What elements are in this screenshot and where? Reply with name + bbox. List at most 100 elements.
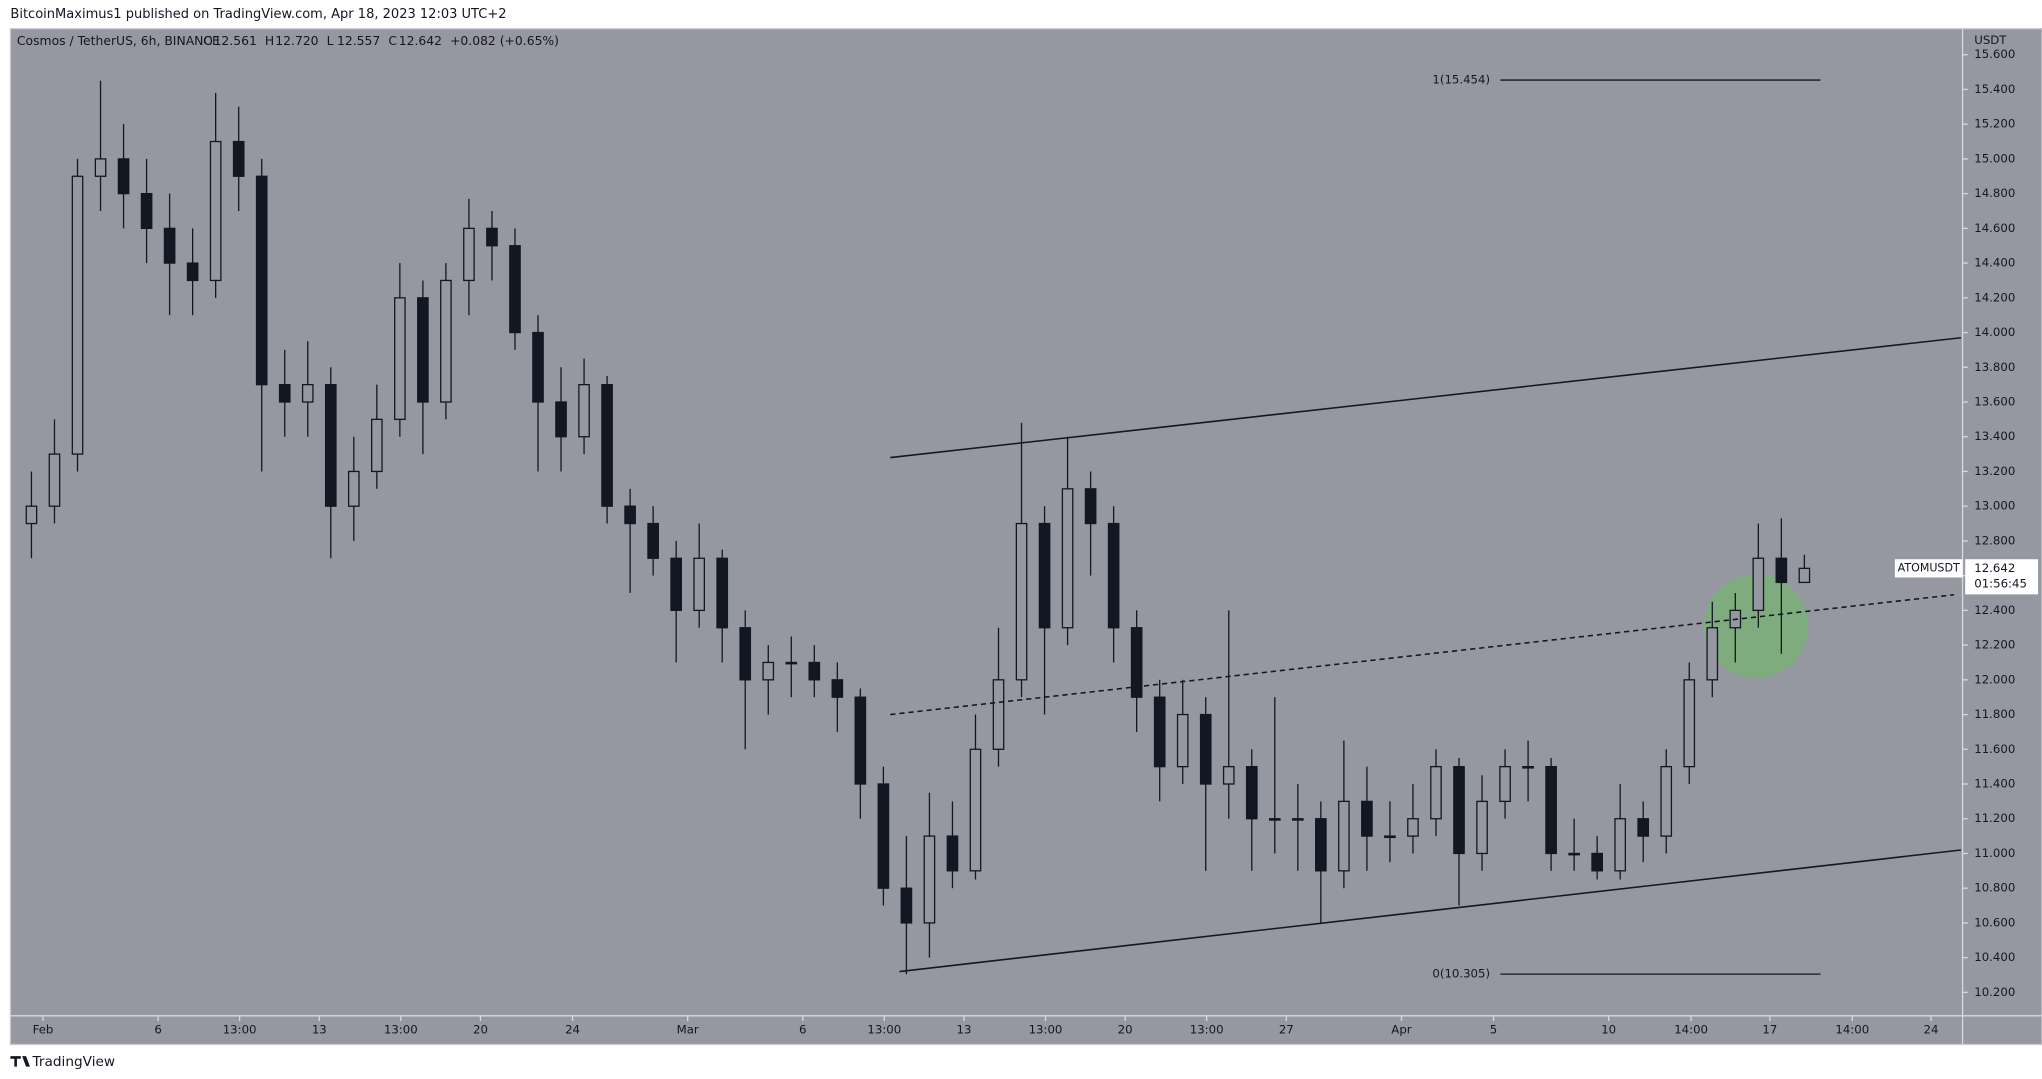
y-tick-label: 15.000 — [1974, 151, 2015, 165]
legend-key: H — [265, 34, 274, 48]
candle-body — [1798, 567, 1811, 584]
candle-body — [854, 696, 867, 785]
candle-body — [140, 192, 153, 230]
candle-body — [94, 158, 107, 177]
candle-body — [877, 783, 890, 889]
y-tick-label: 14.800 — [1974, 186, 2015, 200]
x-tick-label: 13:00 — [223, 1023, 257, 1037]
candle-body — [1522, 765, 1534, 769]
brand: TradingView — [10, 1054, 115, 1070]
x-tick-label: 14:00 — [1835, 1023, 1869, 1037]
candle-body — [693, 557, 706, 612]
candle-body — [1130, 627, 1143, 698]
x-tick-label: 6 — [799, 1023, 806, 1037]
x-tick-label: 5 — [1490, 1023, 1497, 1037]
y-tick-label: 11.800 — [1974, 707, 2015, 721]
x-tick-label: 20 — [473, 1023, 488, 1037]
candle-body — [486, 227, 498, 247]
candle-body — [969, 748, 982, 872]
y-tick-label: 13.600 — [1974, 394, 2015, 408]
candle-body — [301, 383, 314, 403]
fib-label: 1(15.454) — [1432, 73, 1490, 87]
y-unit: USDT — [1974, 33, 2007, 47]
y-tick-label: 13.400 — [1974, 429, 2015, 443]
candle-body — [394, 297, 406, 421]
candle-body — [1476, 800, 1488, 855]
y-tick-label: 11.600 — [1974, 742, 2015, 756]
candle-body — [1338, 800, 1350, 872]
candle-body — [831, 679, 844, 698]
legend-value: +0.082 (+0.65%) — [450, 34, 559, 48]
candle-body — [371, 418, 383, 473]
fib-label: 0(10.305) — [1432, 967, 1490, 981]
candle-body — [1568, 852, 1580, 856]
candle-body — [1268, 818, 1281, 821]
candle-body — [716, 557, 729, 629]
candle-body — [1706, 627, 1719, 681]
candle-body — [1614, 818, 1627, 872]
price-tag-text: 12.642 — [1974, 561, 2015, 575]
brand-logo — [10, 1056, 30, 1067]
candle-body — [647, 522, 659, 559]
candle-body — [1107, 522, 1120, 629]
x-tick-label: 20 — [1118, 1023, 1133, 1037]
legend-value: 12.557 — [337, 34, 380, 48]
candle-body — [578, 383, 590, 438]
y-tick-label: 12.800 — [1974, 533, 2015, 547]
candle-body — [1775, 557, 1788, 584]
x-tick-label: 10 — [1601, 1023, 1616, 1037]
x-tick-label: Mar — [677, 1023, 699, 1037]
candle-body — [1222, 765, 1235, 785]
candle-body — [601, 383, 613, 507]
legend-value: 12.642 — [399, 34, 442, 48]
candle-body — [1291, 818, 1304, 821]
candle-body — [347, 470, 360, 507]
x-tick-label: 13:00 — [1029, 1023, 1063, 1037]
y-tick-label: 10.600 — [1974, 915, 2015, 929]
candle-body — [532, 331, 544, 403]
trendline — [890, 336, 1962, 459]
candle-body — [463, 227, 475, 282]
candle-body — [1430, 765, 1442, 820]
legend-value: 12.720 — [275, 34, 318, 48]
candle-body — [1315, 818, 1327, 872]
candle-body — [1084, 488, 1097, 525]
symbol-tag — [1894, 559, 1963, 578]
y-tick-label: 15.200 — [1974, 117, 2015, 131]
frame — [9, 28, 2042, 1046]
x-tick-label: 13 — [312, 1023, 327, 1037]
symbol-tag-text: ATOMUSDT — [1898, 561, 1960, 574]
candle-body — [1752, 557, 1765, 612]
x-tick-label: 24 — [565, 1023, 580, 1037]
candle-body — [324, 383, 337, 507]
x-tick-label: 24 — [1924, 1023, 1939, 1037]
candle-body — [1384, 835, 1396, 839]
candle-body — [48, 453, 61, 507]
x-tick-label: 13 — [957, 1023, 972, 1037]
candle-body — [555, 401, 567, 438]
candle-body — [509, 245, 521, 334]
x-tick-label: 27 — [1279, 1023, 1294, 1037]
y-tick-label: 12.000 — [1974, 672, 2015, 686]
candle-body — [1637, 818, 1650, 837]
legend-key: C — [388, 34, 397, 48]
y-tick-label: 10.800 — [1974, 881, 2015, 895]
candle-body — [278, 383, 291, 403]
candle-body — [163, 227, 176, 264]
candle-body — [440, 279, 452, 403]
trendline — [899, 849, 1962, 973]
y-tick-label: 15.400 — [1974, 82, 2015, 96]
candle-body — [71, 175, 84, 455]
x-tick-label: 13:00 — [1190, 1023, 1224, 1037]
highlight — [1703, 573, 1809, 679]
symbol-title: Cosmos / TetherUS, 6h, BINANCE — [17, 34, 220, 48]
candle-body — [1660, 765, 1673, 837]
plot — [25, 79, 1962, 975]
candle-body — [1038, 522, 1051, 629]
y-tick-label: 11.200 — [1974, 811, 2015, 825]
candle-body — [417, 297, 429, 403]
trendline — [890, 593, 1955, 716]
candle-body — [1015, 522, 1028, 681]
candle-body — [232, 140, 245, 177]
